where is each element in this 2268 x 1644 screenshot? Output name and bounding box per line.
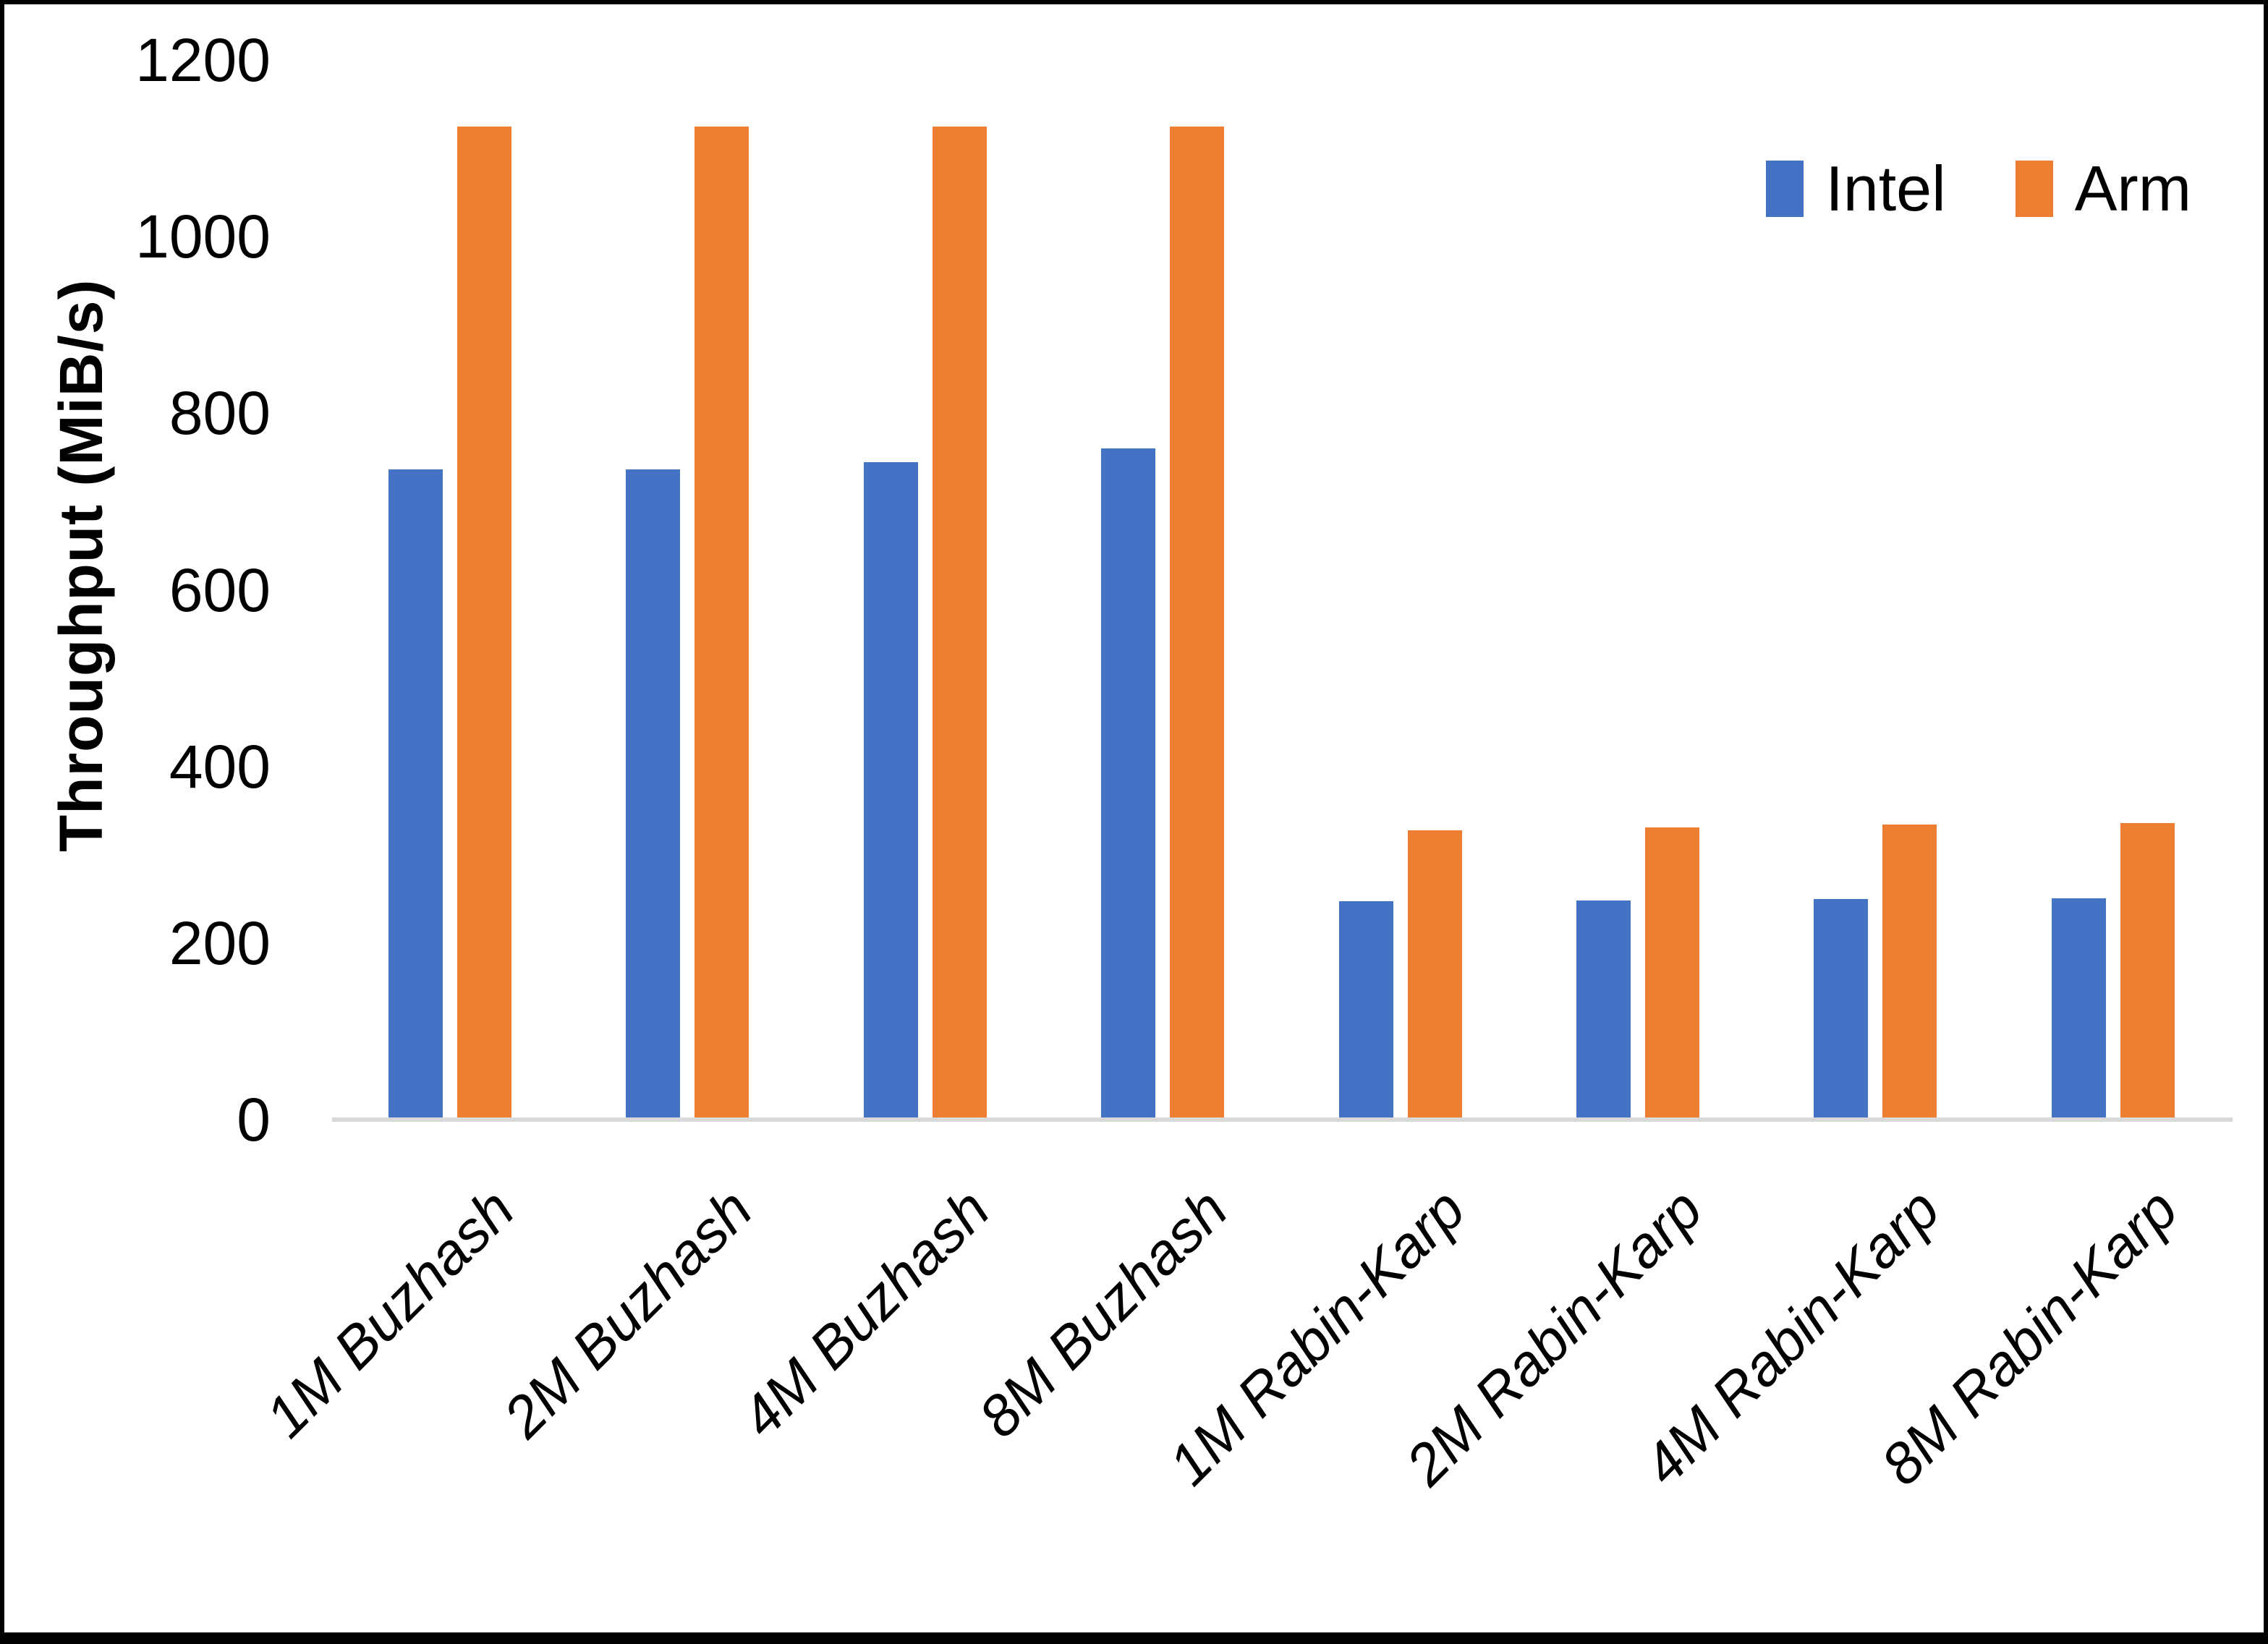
y-tick-200: 200 (169, 908, 271, 977)
x-axis-line (332, 1117, 2233, 1122)
y-tick-0: 0 (237, 1086, 271, 1154)
y-tick-1000: 1000 (135, 203, 271, 271)
bar-arm-2m-rabin-karp (1645, 827, 1699, 1120)
x-label-text: 4M Buzhash (729, 1176, 1002, 1450)
bar-intel-4m-rabin-karp (1814, 898, 1869, 1120)
legend-label-intel: Intel (1825, 153, 1946, 224)
legend-item-arm: Arm (2015, 153, 2191, 225)
y-tick-800: 800 (169, 379, 271, 448)
bar-arm-1m-rabin-karp (1407, 830, 1462, 1120)
legend: Intel Arm (1766, 153, 2191, 225)
y-tick-400: 400 (169, 732, 271, 801)
bar-intel-2m-buzhash (626, 469, 681, 1120)
y-tick-1200: 1200 (135, 26, 271, 95)
legend-item-intel: Intel (1766, 153, 1946, 225)
bar-arm-4m-rabin-karp (1882, 825, 1937, 1120)
bar-intel-1m-rabin-karp (1338, 901, 1393, 1120)
legend-label-arm: Arm (2074, 153, 2191, 224)
bar-arm-8m-rabin-karp (2120, 822, 2175, 1120)
bar-intel-8m-buzhash (1101, 448, 1156, 1120)
x-label-text: 1M Buzhash (253, 1176, 527, 1450)
bar-intel-4m-buzhash (863, 461, 918, 1120)
bar-arm-2m-buzhash (695, 126, 749, 1120)
bar-intel-2m-rabin-karp (1576, 900, 1631, 1120)
bar-arm-1m-buzhash (457, 126, 511, 1120)
x-label-text: 2M Buzhash (490, 1176, 765, 1450)
bar-intel-8m-rabin-karp (2051, 898, 2106, 1120)
bar-arm-8m-buzhash (1170, 126, 1225, 1120)
bar-intel-1m-buzhash (388, 469, 443, 1120)
bar-arm-4m-buzhash (932, 126, 987, 1120)
y-tick-600: 600 (169, 555, 271, 624)
legend-swatch-intel (1766, 161, 1804, 217)
legend-swatch-arm (2015, 161, 2053, 217)
